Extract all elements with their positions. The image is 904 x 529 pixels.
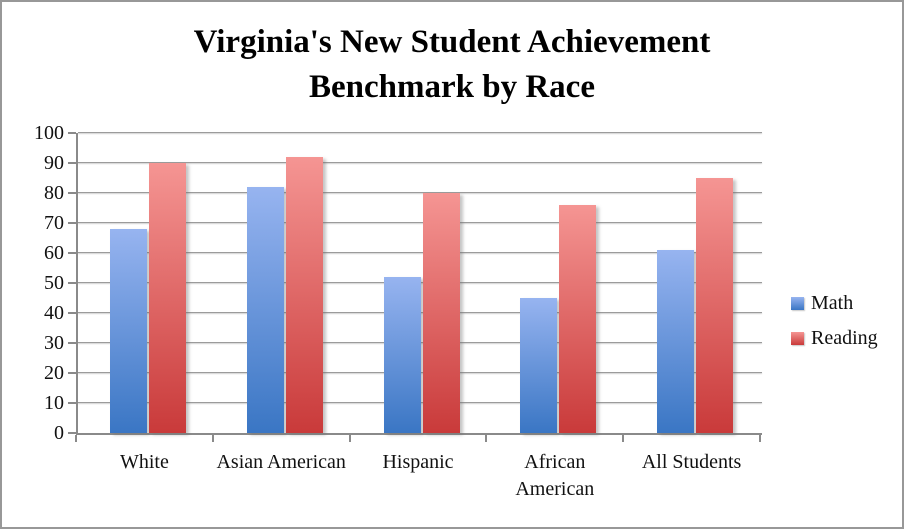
bar-reading-hispanic xyxy=(422,193,460,433)
legend-label-reading: Reading xyxy=(811,326,878,349)
x-axis-tick xyxy=(622,435,625,442)
x-axis-tick xyxy=(348,435,351,442)
y-axis-label-40: 40 xyxy=(44,302,64,324)
gridline-y-80 xyxy=(78,192,762,193)
x-axis-tick xyxy=(485,435,488,442)
y-axis-label-60: 60 xyxy=(44,242,64,264)
bar-math-white xyxy=(109,229,147,433)
y-axis-tick xyxy=(68,372,76,374)
y-axis-tick xyxy=(68,222,76,224)
x-axis-label-asian-american: Asian American xyxy=(216,451,346,473)
y-axis-label-100: 100 xyxy=(34,122,64,144)
x-axis-label-african-american: African American xyxy=(515,451,595,500)
bar-reading-all-students xyxy=(696,178,734,433)
y-axis-tick xyxy=(68,282,76,284)
gridline-y-60 xyxy=(78,252,762,253)
legend: Math Reading xyxy=(791,291,878,361)
y-axis-tick xyxy=(68,192,76,194)
gridline-y-70 xyxy=(78,222,762,223)
legend-swatch-reading xyxy=(791,331,804,345)
y-axis-tick xyxy=(68,312,76,314)
legend-label-math: Math xyxy=(811,291,854,314)
y-axis-label-20: 20 xyxy=(44,362,64,384)
y-axis-label-0: 0 xyxy=(54,422,64,444)
legend-swatch-math xyxy=(791,296,804,310)
y-axis-label-30: 30 xyxy=(44,332,64,354)
bar-reading-asian-american xyxy=(285,157,323,433)
bar-math-all-students xyxy=(657,250,695,433)
x-axis-tick xyxy=(211,435,214,442)
chart-title-line-1: Virginia's New Student Achievement xyxy=(193,24,711,60)
x-axis-label-hispanic: Hispanic xyxy=(382,451,454,473)
y-axis-label-50: 50 xyxy=(44,272,64,294)
bar-reading-white xyxy=(148,163,186,433)
y-axis-tick xyxy=(68,252,76,254)
x-axis-tick xyxy=(75,435,77,442)
chart-title: Virginia's New Student Achievement Bench… xyxy=(2,20,902,110)
y-axis-tick xyxy=(68,132,76,134)
y-axis-label-90: 90 xyxy=(44,152,64,174)
gridline-y-100 xyxy=(78,132,762,133)
x-axis-label-all-students: All Students xyxy=(641,451,742,473)
y-axis-tick xyxy=(68,402,76,404)
legend-item-math: Math xyxy=(791,291,878,315)
x-axis-label-white: White xyxy=(119,451,169,473)
y-axis-label-70: 70 xyxy=(44,212,64,234)
x-axis-tick xyxy=(759,435,761,442)
bar-math-african-american xyxy=(520,298,558,433)
legend-item-reading: Reading xyxy=(791,326,878,350)
y-axis-tick xyxy=(68,162,76,164)
plot-area xyxy=(76,132,762,435)
bar-math-hispanic xyxy=(383,277,421,433)
y-axis-tick xyxy=(68,432,76,434)
y-axis-label-80: 80 xyxy=(44,182,64,204)
y-axis-label-10: 10 xyxy=(44,392,64,414)
gridline-y-90 xyxy=(78,162,762,163)
chart-title-line-2: Benchmark by Race xyxy=(309,69,595,105)
bar-reading-african-american xyxy=(559,205,597,433)
bar-math-asian-american xyxy=(246,187,284,433)
y-axis-tick xyxy=(68,342,76,344)
